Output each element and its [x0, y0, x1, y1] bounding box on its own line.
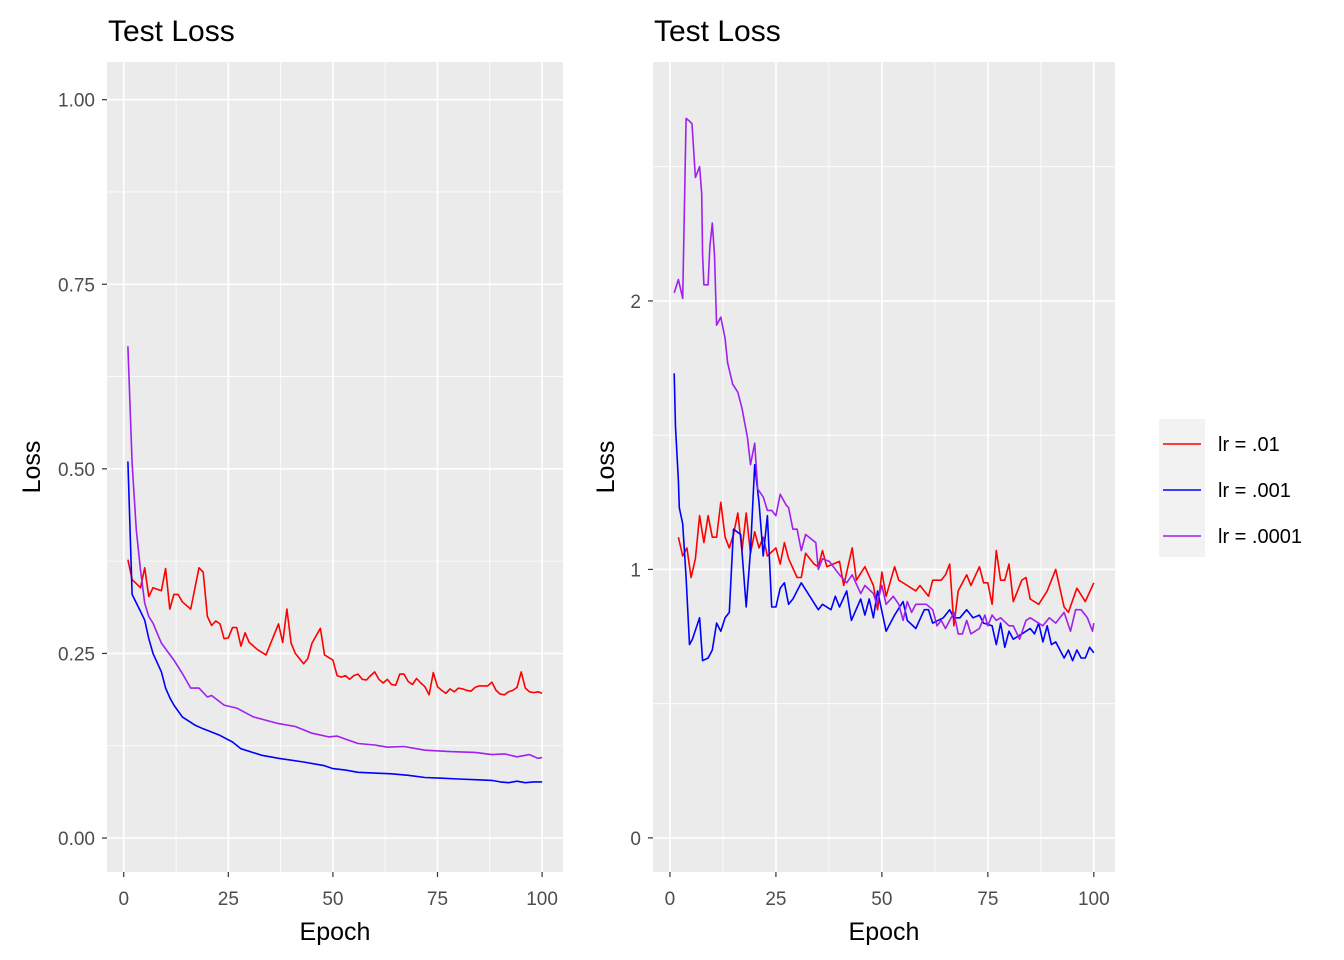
y-tick-label: 0: [630, 829, 641, 850]
series-line-lr-0001: [673, 117, 1095, 641]
x-axis-title: Epoch: [849, 918, 920, 946]
x-tick-label: 100: [526, 889, 558, 910]
chart-title: Test Loss: [108, 15, 235, 48]
legend-label: lr = .0001: [1218, 526, 1302, 548]
plot-background: [107, 62, 563, 872]
y-tick-label: 0.50: [58, 460, 95, 481]
y-tick-label: 1.00: [58, 91, 95, 112]
x-tick-label: 50: [322, 889, 343, 910]
legend-label: lr = .001: [1218, 480, 1291, 502]
legend: lr = .01 lr = .001 lr = .0001: [1159, 419, 1302, 557]
legend-key-background: [1159, 419, 1205, 557]
x-tick-label: 25: [765, 889, 786, 910]
legend-item: lr = .0001: [1163, 526, 1302, 548]
legend-label: lr = .01: [1218, 434, 1280, 456]
x-tick-label: 100: [1078, 889, 1110, 910]
right-panel: 0 25 50 75 100 0 1 2 Test Loss Epoch Loss: [592, 15, 1115, 946]
x-tick-label: 0: [118, 889, 129, 910]
x-tick-label: 50: [871, 889, 892, 910]
y-tick-label: 1: [630, 560, 641, 581]
series-line-lr-001: [127, 461, 543, 784]
y-tick-label: 0.75: [58, 275, 95, 296]
x-axis-title: Epoch: [300, 918, 371, 946]
legend-item: lr = .001: [1163, 480, 1291, 502]
plot-background: [653, 62, 1115, 872]
y-axis-title: Loss: [18, 441, 46, 494]
chart-title: Test Loss: [654, 15, 781, 48]
x-tick-label: 75: [977, 889, 998, 910]
series-line-lr-01: [127, 559, 543, 696]
y-axis-title: Loss: [592, 441, 620, 494]
x-tick-label: 0: [665, 889, 676, 910]
x-tick-label: 75: [427, 889, 448, 910]
y-tick-label: 0.25: [58, 644, 95, 665]
y-tick-label: 0.00: [58, 829, 95, 850]
left-panel: 0 25 50 75 100 0.00 0.25 0.50 0.75 1.00 Test Loss E…: [18, 15, 563, 946]
legend-item: lr = .01: [1163, 434, 1280, 456]
series-line-lr-001: [673, 373, 1095, 662]
x-tick-label: 25: [218, 889, 239, 910]
series-line-lr-0001: [127, 346, 543, 760]
series-line-lr-01: [677, 501, 1095, 627]
y-tick-label: 2: [630, 292, 641, 313]
